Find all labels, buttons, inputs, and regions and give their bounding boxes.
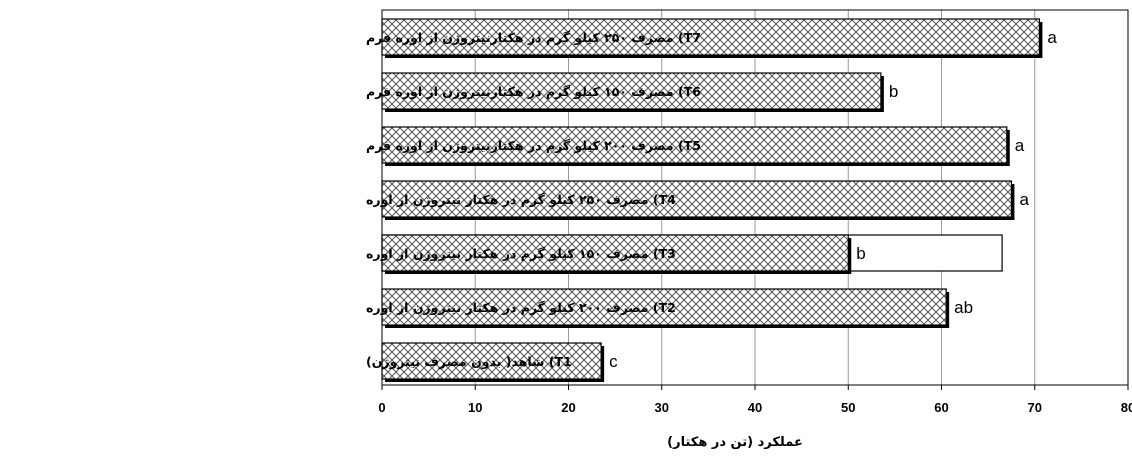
category-label: T5) مصرف ۲۰۰ کیلو گرم در هکتارنیتروژن از… [366, 138, 701, 154]
bar [381, 342, 602, 380]
x-tick-label: 50 [841, 400, 855, 415]
data-label: a [1047, 28, 1057, 47]
data-label: b [889, 82, 898, 101]
data-label: a [1015, 136, 1025, 155]
x-tick-label: 80 [1121, 400, 1132, 415]
x-axis-title: عملکرد (تن در هکتار) [667, 435, 803, 450]
category-label: T1) شاهد( بدون مصرف نیتروژن) [366, 354, 572, 369]
category-label: T6) مصرف ۱۵۰ کیلو گرم در هکتارنیتروژن از… [366, 84, 701, 100]
bar [381, 234, 849, 272]
category-label: T7) مصرف ۲۵۰ کیلو گرم در هکتارنیتروژن از… [366, 30, 701, 46]
bar [381, 72, 882, 110]
x-tick-label: 20 [561, 400, 575, 415]
category-label: T2) مصرف ۲۰۰ کیلو گرم در هکتار نیتروژن ا… [366, 300, 676, 316]
data-label: b [856, 244, 865, 263]
bar [381, 180, 1013, 218]
category-labels: T7) مصرف ۲۵۰ کیلو گرم در هکتارنیتروژن از… [366, 30, 701, 369]
data-label: c [609, 352, 618, 371]
x-tick-label: 70 [1028, 400, 1042, 415]
x-tick-label: 10 [468, 400, 482, 415]
x-tick-label: 30 [655, 400, 669, 415]
x-axis-ticks: 0 10 20 30 40 50 60 70 80 [378, 385, 1132, 415]
category-label: T3) مصرف ۱۵۰ کیلو گرم در هکتار نیتروژن ا… [366, 246, 676, 262]
data-label: a [1019, 190, 1029, 209]
category-label: T4) مصرف ۲۵۰ کیلو گرم در هکتار نیتروژن ا… [366, 192, 676, 208]
x-tick-label: 60 [934, 400, 948, 415]
bar [381, 126, 1008, 164]
bar [381, 18, 1041, 56]
bar [381, 288, 947, 326]
x-tick-label: 40 [748, 400, 762, 415]
data-label: ab [954, 298, 973, 317]
x-tick-label: 0 [378, 400, 385, 415]
